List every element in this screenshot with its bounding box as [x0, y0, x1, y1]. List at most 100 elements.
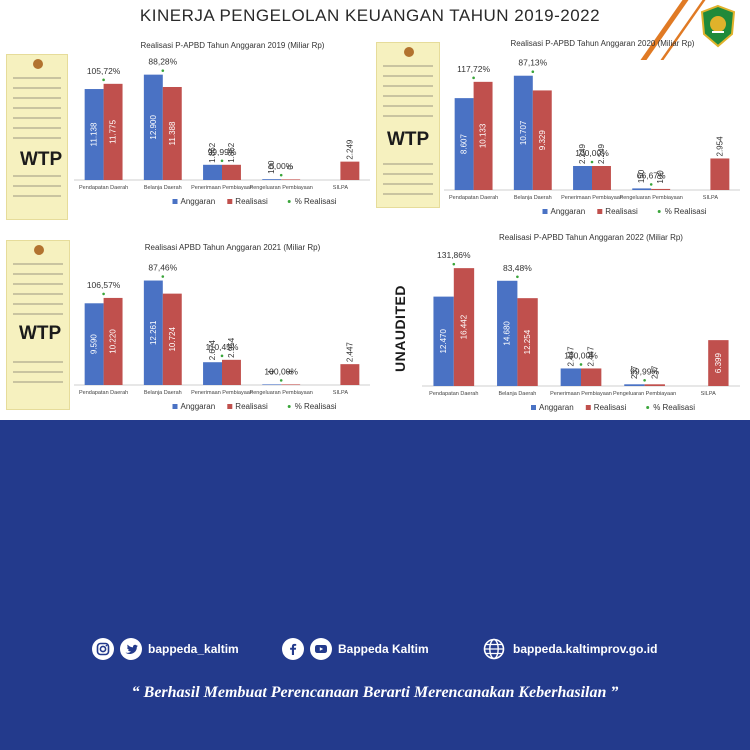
data-label: 2.954 — [227, 337, 236, 358]
category-label: SILPA — [333, 390, 349, 396]
bar-realisasi — [222, 164, 241, 180]
category-label: Penerimaan Pembiayaan — [561, 195, 623, 201]
percent-marker — [452, 262, 456, 266]
data-label: 11.388 — [168, 121, 177, 145]
legend-percent-swatch — [657, 210, 661, 213]
legend-realisasi-swatch — [227, 404, 233, 409]
data-label: 1.862 — [227, 142, 236, 163]
legend-percent-text: % Realisasi — [653, 403, 695, 412]
instagram-icon[interactable] — [92, 638, 114, 660]
data-label: 2.447 — [566, 346, 575, 367]
twitter-icon[interactable] — [120, 638, 142, 660]
bar-realisasi — [281, 384, 301, 385]
category-label: Pengeluaran Pembiayaan — [250, 390, 313, 396]
legend-percent-text: % Realisasi — [665, 207, 707, 216]
bar-anggaran — [433, 296, 454, 386]
youtube-icon[interactable] — [310, 638, 332, 660]
data-label: 0 — [286, 165, 295, 170]
data-label: 2.249 — [597, 143, 606, 164]
bar-realisasi — [651, 188, 671, 190]
data-label: 100 — [656, 170, 665, 184]
percent-marker — [161, 69, 165, 72]
legend-realisasi-text: Realisasi — [605, 207, 638, 216]
legend-realisasi-text: Realisasi — [235, 197, 268, 206]
percent-label: 88,28% — [148, 57, 177, 67]
category-label: Belanja Daerah — [498, 391, 536, 397]
data-label: 2.674 — [208, 340, 217, 361]
legend-realisasi-swatch — [227, 199, 233, 204]
bar-anggaran — [84, 89, 104, 180]
social-handle[interactable]: bappeda_kaltim — [148, 642, 239, 656]
percent-label: 106,57% — [87, 280, 121, 290]
percent-label: 99,99% — [208, 147, 237, 157]
percent-label: 0,00% — [269, 161, 294, 171]
data-label: 12.900 — [149, 115, 158, 140]
category-label: SILPA — [701, 391, 717, 397]
bar-anggaran — [573, 165, 592, 190]
bar-realisasi — [340, 161, 360, 180]
percent-label: 105,72% — [87, 66, 121, 76]
percent-marker — [531, 70, 535, 74]
percent-marker — [102, 292, 105, 296]
data-label: 150 — [637, 169, 646, 183]
bar-realisasi — [710, 158, 730, 190]
percent-marker — [649, 183, 653, 186]
data-label: 12.470 — [439, 329, 448, 354]
globe-icon — [483, 638, 505, 660]
data-label: 9.329 — [538, 130, 547, 151]
data-label: 10.724 — [168, 327, 177, 352]
social-facebook-youtube: Bappeda Kaltim — [282, 637, 429, 661]
data-label: 14.680 — [503, 321, 512, 346]
category-label: Penerimaan Pembiayaan — [191, 390, 253, 396]
bar-realisasi — [103, 297, 123, 385]
chart-title: Realisasi APBD Tahun Anggaran 2021 (Mili… — [145, 243, 321, 252]
bar-anggaran — [560, 368, 581, 386]
bar-realisasi — [281, 179, 301, 180]
social-name[interactable]: Bappeda Kaltim — [338, 642, 429, 656]
legend-anggaran-text: Anggaran — [181, 402, 216, 411]
data-label: 11.138 — [90, 122, 99, 146]
website-link[interactable]: bappeda.kaltimprov.go.id — [513, 642, 658, 656]
category-label: Pendapatan Daerah — [429, 391, 478, 397]
wtp-stamp: WTP — [20, 149, 63, 170]
bar-realisasi — [532, 90, 552, 190]
legend-anggaran-swatch — [172, 199, 178, 204]
percent-marker — [472, 76, 475, 80]
footer-banner — [0, 420, 750, 750]
data-label: 2.447 — [345, 342, 354, 363]
legend-percent-text: % Realisasi — [295, 402, 337, 411]
percent-marker — [643, 379, 646, 382]
legend-percent-swatch — [287, 405, 291, 408]
data-label: 16.442 — [459, 314, 468, 339]
category-label: Pengeluaran Pembiayaan — [613, 391, 676, 397]
legend-percent-text: % Realisasi — [295, 197, 337, 206]
bar-realisasi — [222, 359, 241, 385]
bar-anggaran — [143, 74, 163, 180]
wtp-stamp: WTP — [19, 323, 62, 344]
data-label: 4 — [286, 370, 295, 375]
data-label: 10.220 — [109, 329, 118, 354]
motto-quote: “ Berhasil Membuat Perencanaan Berarti M… — [131, 684, 619, 701]
percent-label: 100,00% — [575, 148, 609, 158]
data-label: 2.447 — [587, 346, 596, 367]
infographic-top: KINERJA PENGELOLAN KEUANGAN TAHUN 2019-2… — [6, 0, 750, 412]
audit-document-2021: WTP — [6, 240, 70, 410]
bar-realisasi — [453, 268, 475, 386]
chart-2022: Realisasi P-APBD Tahun Anggaran 2022 (Mi… — [422, 233, 740, 412]
data-label: 11.775 — [109, 119, 118, 143]
category-label: Penerimaan Pembiayaan — [550, 391, 612, 397]
percent-marker — [220, 354, 224, 358]
percent-label: 100,00% — [264, 366, 298, 376]
bar-anggaran — [84, 303, 104, 385]
facebook-icon[interactable] — [282, 638, 304, 660]
category-label: SILPA — [333, 185, 349, 191]
category-label: Pendapatan Daerah — [449, 195, 498, 201]
legend-anggaran-swatch — [172, 404, 178, 409]
chart-2020: Realisasi P-APBD Tahun Anggaran 2020 (Mi… — [444, 39, 740, 216]
category-label: Penerimaan Pembiayaan — [191, 185, 253, 191]
data-label: 8.607 — [460, 134, 469, 155]
unaudited-label: UNAUDITED — [392, 285, 408, 372]
percent-marker — [279, 173, 283, 177]
percent-label: 83,48% — [503, 263, 532, 273]
data-label: 100 — [267, 160, 276, 174]
